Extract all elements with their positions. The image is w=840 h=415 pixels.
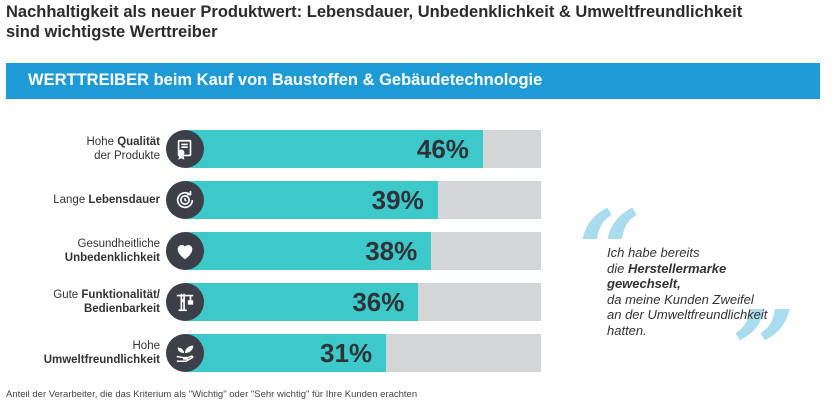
bar-row: Hohe Qualität der Produkte 46%	[0, 126, 560, 172]
bar	[186, 181, 438, 219]
bar-row: Gesundheitliche Unbedenklichkeit 38%	[0, 228, 560, 274]
quote-line-1: Ich habe bereits	[607, 245, 700, 260]
quote-line-6: hatten.	[607, 322, 647, 338]
title-line-2: sind wichtigste Werttreiber	[6, 23, 218, 41]
category-label-line-2: der Produkte	[94, 150, 160, 162]
certificate-icon	[166, 130, 204, 168]
chart-title: Nachhaltigkeit als neuer Produktwert: Le…	[6, 2, 806, 42]
category-label-line-2: Unbedenklichkeit	[64, 252, 160, 264]
bar	[186, 334, 387, 372]
crane-icon	[166, 283, 204, 321]
quote-line-2-bold: Herstellermarke	[627, 260, 727, 276]
leaf-hand-icon	[166, 334, 204, 372]
clock-recycle-icon	[166, 181, 204, 219]
category-label: Hohe Umweltfreundlichkeit	[0, 330, 160, 376]
bar	[186, 283, 419, 321]
category-label-line-1: Gute Funktionalität/	[53, 289, 160, 301]
quote-line-5: an der Umweltfreundlichkeit	[607, 307, 768, 322]
quote-line-2: die Herstellermarke	[607, 261, 807, 277]
quote-line-2-plain: die	[607, 260, 628, 276]
category-label-line-1: Gesundheitliche	[77, 238, 160, 250]
data-label: 38%	[365, 236, 418, 266]
category-label-line-2: Bedienbarkeit	[83, 303, 160, 315]
quote-line-4: da meine Kunden Zweifel	[607, 291, 754, 307]
section-banner: WERTTREIBER beim Kauf von Baustoffen & G…	[6, 63, 820, 99]
category-label-line-1: Lange Lebensdauer	[53, 194, 160, 206]
bar-row: Gute Funktionalität/Bedienbarkeit 36%	[0, 279, 560, 325]
bar	[186, 232, 432, 270]
quote-close-mark: ”	[732, 286, 796, 415]
category-label: Gute Funktionalität/Bedienbarkeit	[0, 279, 160, 325]
category-label-line-2: Umweltfreundlichkeit	[43, 354, 160, 366]
bar	[186, 130, 483, 168]
data-label: 39%	[371, 185, 424, 215]
category-label-line-1: Hohe Qualität	[86, 136, 161, 148]
category-label: Hohe Qualität der Produkte	[0, 126, 161, 172]
quote-line-3: gewechselt,	[607, 276, 681, 291]
category-label: Lange Lebensdauer	[0, 177, 160, 223]
banner-title: WERTTREIBER beim Kauf von Baustoffen & G…	[28, 71, 543, 89]
bar-row: Lange Lebensdauer 39%	[0, 177, 560, 223]
heart-icon	[166, 232, 204, 270]
category-label-line-1: Hohe	[132, 340, 161, 352]
category-label: Gesundheitliche Unbedenklichkeit	[0, 228, 160, 274]
footnote: Anteil der Verarbeiter, die das Kriteriu…	[6, 389, 418, 400]
bar-row: Hohe Umweltfreundlichkeit 31%	[0, 330, 560, 376]
data-label: 31%	[320, 338, 373, 368]
data-label: 36%	[352, 287, 405, 317]
data-label: 46%	[416, 134, 469, 164]
quote-text: Ich habe bereits die Herstellermarke gew…	[607, 245, 807, 338]
quote-open-mark: “	[578, 186, 642, 315]
title-line-1: Nachhaltigkeit als neuer Produktwert: Le…	[6, 3, 743, 21]
